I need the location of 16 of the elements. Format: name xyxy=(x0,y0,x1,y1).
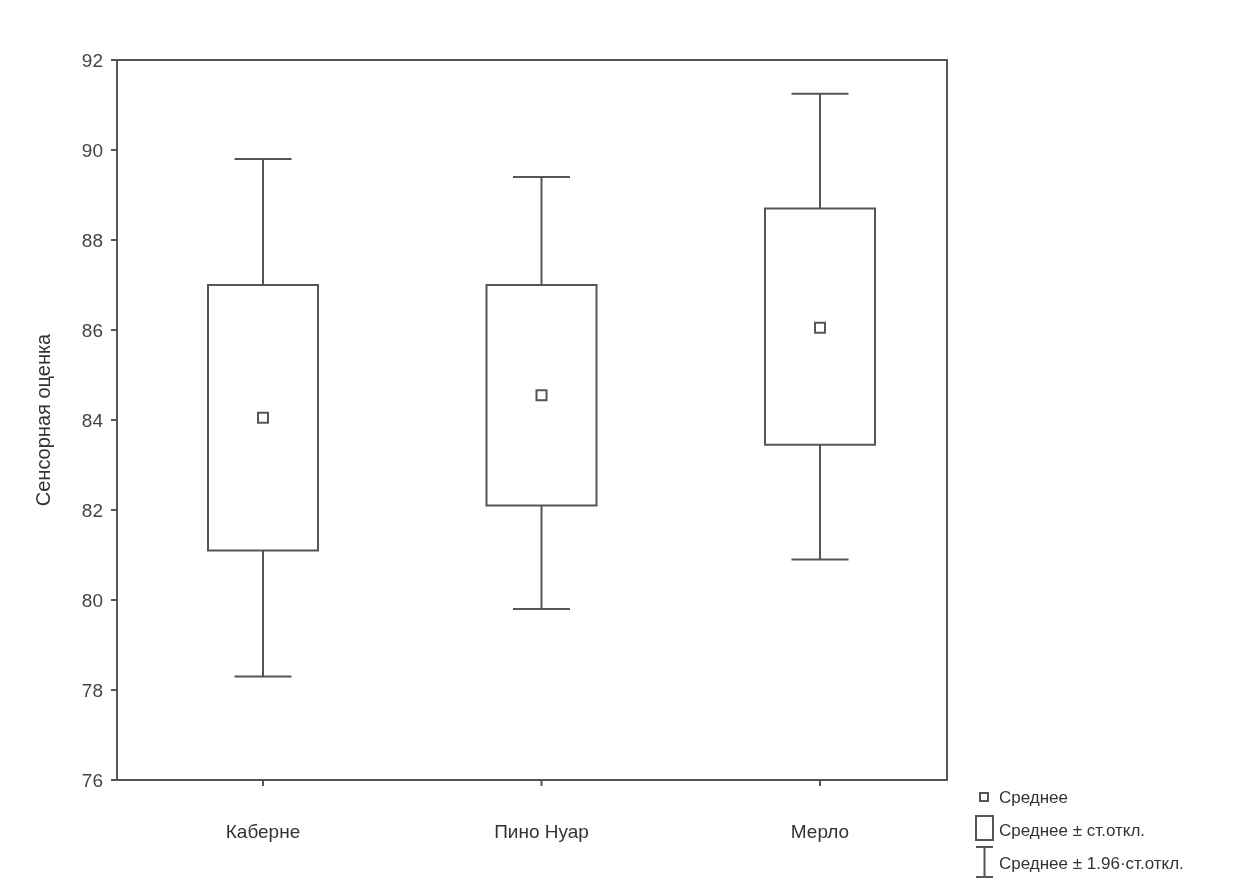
text: Среднее ± ст.откл. xyxy=(999,820,1146,840)
y-tick-label: 84 xyxy=(81,409,104,431)
x-tick-label: Каберне xyxy=(225,821,301,842)
text: Среднее ± 1.96·ст.откл. xyxy=(999,853,1184,873)
x-tick-label: Пино Нуар xyxy=(494,821,589,842)
y-tick-label: 90 xyxy=(81,139,103,161)
y-tick-label: 86 xyxy=(81,319,103,341)
y-tick-label: 78 xyxy=(81,679,103,701)
y-tick-label: 88 xyxy=(81,229,103,251)
text: Среднее xyxy=(999,787,1069,807)
y-tick-label: 82 xyxy=(81,499,103,521)
x-tick-label: Мерло xyxy=(790,821,850,842)
y-axis-title: Сенсорная оценка xyxy=(32,332,54,507)
y-tick-label: 76 xyxy=(81,769,103,791)
y-tick-label: 80 xyxy=(81,589,103,611)
y-tick-label: 92 xyxy=(81,49,103,71)
